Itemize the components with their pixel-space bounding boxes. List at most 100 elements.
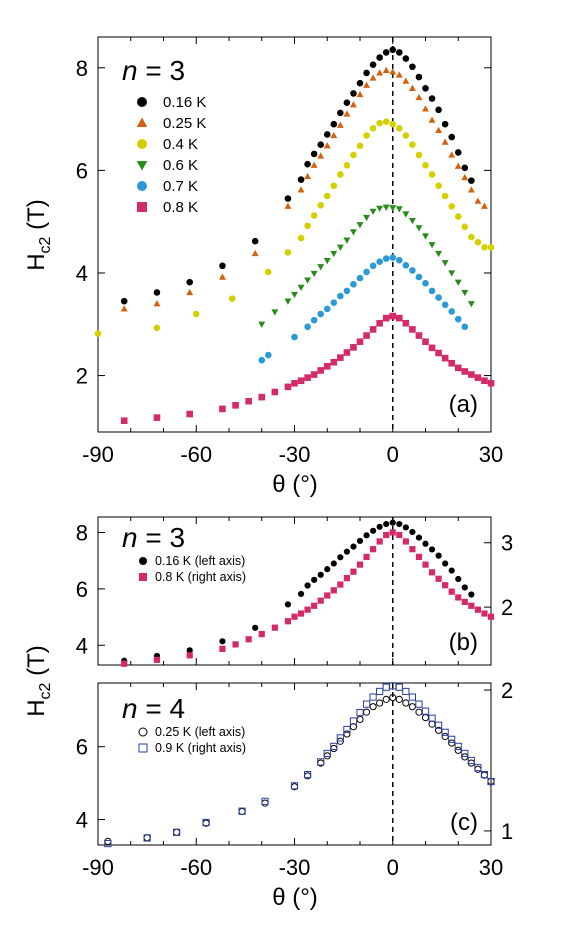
data-point — [258, 393, 266, 401]
data-point — [487, 244, 495, 251]
legend: 0.16 K 0.25 K 0.4 K 0.6 K 0.7 K 0.8 K — [136, 94, 206, 216]
data-point — [297, 590, 305, 598]
data-point — [356, 708, 364, 717]
data-point — [120, 305, 128, 312]
y-label-unit: (T) — [23, 645, 50, 682]
data-point — [317, 758, 325, 766]
data-point — [369, 208, 377, 216]
data-point — [186, 652, 193, 659]
data-point — [186, 410, 193, 418]
y-label-main: H — [23, 699, 50, 716]
data-point — [461, 223, 469, 231]
legend-label: 0.25 K — [163, 115, 206, 132]
y-tick-label: 2 — [76, 364, 88, 389]
data-point — [376, 205, 384, 212]
legend-marker — [138, 727, 148, 737]
data-point — [369, 703, 377, 711]
data-point — [376, 119, 383, 127]
data-point — [284, 195, 292, 202]
data-point — [369, 693, 377, 701]
data-point — [415, 534, 423, 541]
data-point — [454, 149, 462, 156]
data-point — [324, 566, 331, 573]
data-point — [461, 749, 469, 758]
data-point — [350, 344, 357, 351]
data-point — [219, 645, 226, 653]
data-point — [454, 213, 462, 220]
data-point — [435, 552, 442, 559]
data-point — [297, 234, 305, 242]
data-point — [428, 116, 436, 123]
data-point — [369, 61, 377, 69]
data-point — [376, 699, 384, 707]
data-point — [297, 186, 305, 193]
data-point — [468, 602, 475, 609]
series-0p8-K-right-axis- — [121, 529, 495, 667]
data-point — [448, 151, 456, 158]
data-point — [362, 708, 371, 716]
series-0p9-K-right-axis- — [104, 682, 495, 848]
data-point — [448, 567, 455, 574]
data-point — [428, 242, 436, 249]
data-point — [369, 326, 377, 333]
data-point — [474, 197, 482, 204]
data-point — [317, 152, 325, 159]
data-point — [422, 540, 429, 547]
data-point — [251, 237, 259, 245]
x-tick-label: -90 — [82, 855, 114, 880]
data-point — [284, 202, 292, 209]
legend-label: 0.6 K — [163, 157, 198, 174]
data-point — [467, 756, 475, 765]
x-tick-label: -60 — [180, 442, 212, 467]
x-tick-label: -30 — [279, 855, 311, 880]
data-point — [461, 368, 469, 375]
data-point — [330, 587, 337, 594]
n-value: = 3 — [138, 55, 185, 86]
y-label-sub: c2 — [37, 682, 54, 699]
data-point — [409, 326, 416, 333]
data-point — [389, 120, 397, 128]
data-point — [396, 520, 403, 528]
data-point — [252, 624, 259, 631]
data-point — [415, 73, 423, 81]
x-axis-label: θ (°) — [272, 471, 318, 498]
data-point — [461, 173, 469, 181]
data-point — [356, 274, 364, 282]
data-point — [343, 548, 350, 555]
data-point — [468, 233, 475, 241]
data-point — [304, 770, 312, 779]
data-point — [402, 319, 410, 327]
data-point — [284, 298, 292, 305]
n-value: = 4 — [138, 693, 185, 724]
data-point — [356, 537, 364, 545]
data-point — [363, 132, 370, 139]
data-point — [104, 839, 112, 848]
data-point — [337, 292, 344, 300]
data-point — [415, 225, 423, 232]
data-point — [291, 291, 298, 299]
data-point — [317, 310, 325, 318]
data-point — [448, 588, 455, 595]
data-point — [343, 99, 351, 106]
y-label-unit: (T) — [23, 199, 50, 236]
data-point — [330, 299, 338, 307]
data-point — [448, 202, 456, 210]
data-point — [173, 828, 181, 836]
data-point — [474, 374, 482, 381]
data-point — [317, 201, 325, 209]
data-point — [487, 379, 495, 387]
data-point — [238, 807, 246, 815]
data-point — [356, 222, 364, 229]
data-point — [461, 164, 469, 172]
data-point — [468, 591, 475, 598]
data-point — [480, 202, 488, 209]
data-point — [383, 520, 390, 528]
data-point — [376, 258, 383, 265]
data-point — [330, 560, 337, 567]
data-point — [228, 295, 236, 302]
data-point — [415, 708, 423, 716]
data-point — [487, 778, 495, 786]
data-point — [461, 598, 468, 606]
y-right-tick-label: 3 — [501, 531, 513, 556]
